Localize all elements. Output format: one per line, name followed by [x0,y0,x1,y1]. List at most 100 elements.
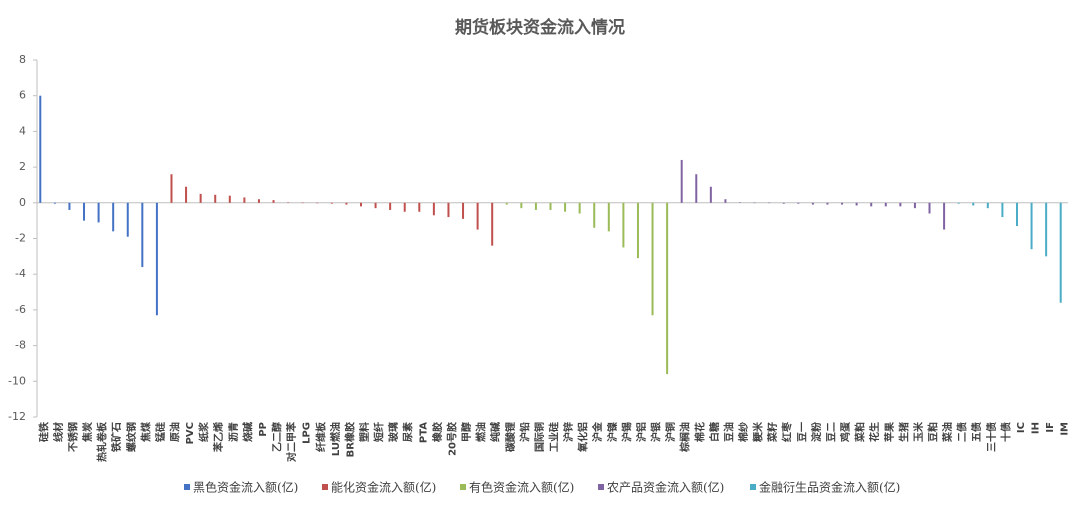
x-tick-label: 沪金 [591,421,604,442]
bar [768,202,771,204]
x-tick-label: PP [258,422,269,437]
x-tick-label: 棉花 [693,422,706,442]
bar [855,202,858,206]
bar [170,174,173,203]
bar [739,202,742,203]
x-tick-label: 淀粉 [810,422,823,442]
legend-label: 能化资金流入额(亿) [331,480,436,495]
x-tick-label: PVC [185,422,196,444]
bar [884,202,887,207]
bar [374,202,377,209]
y-tick-label: 4 [19,124,26,137]
x-tick-label: 烧碱 [241,422,254,442]
bar [228,195,231,203]
bar [811,202,814,205]
bar [1015,202,1018,227]
x-tick-label: 苯乙烯 [212,422,225,453]
bar [257,199,260,203]
bar [1001,202,1004,218]
bar [68,202,71,210]
x-tick-label: 三十债 [985,422,998,452]
y-tick-label: 6 [19,89,26,102]
bar [462,202,465,219]
x-tick-label: 热轧卷板 [96,421,109,462]
legend-marker [184,484,190,490]
bar [112,202,115,232]
x-tick-label: 沪铜 [664,422,677,442]
bar [185,186,188,203]
bar [83,202,86,221]
x-tick-label: 燃油 [475,422,488,442]
chart-title: 期货板块资金流入情况 [455,17,625,38]
x-tick-label: 短纤 [373,422,386,442]
bar [782,202,785,204]
bar [520,202,523,209]
x-tick-label: 碳酸锂 [504,422,517,452]
legend-marker [460,484,466,490]
legend-marker [598,484,604,490]
x-tick-label: 花生 [868,422,881,442]
x-tick-label: 不锈钢 [66,422,79,452]
y-tick-label: -6 [15,303,26,316]
bar [199,193,202,203]
y-tick-label: -8 [15,339,26,352]
x-tick-label: 粳米 [752,421,765,443]
legend-label: 有色资金流入额(亿) [469,480,574,495]
y-tick-label: -12 [8,410,26,423]
x-tick-label: 十债 [999,422,1012,442]
x-tick-label: 沪锡 [620,422,633,442]
x-tick-label: 沪锌 [562,422,575,442]
bar [243,197,246,203]
x-tick-label: IM [1060,422,1071,436]
legend-marker [322,484,328,490]
x-tick-label: 棉纱 [737,422,750,442]
x-tick-label: 锰硅 [154,422,167,442]
x-tick-label: 豆粕 [927,422,940,442]
bar [753,202,756,204]
x-tick-label: IC [1016,422,1027,433]
bar [476,202,479,230]
bar [724,199,727,203]
bar [389,202,392,210]
x-tick-label: 菜籽 [766,422,779,443]
bar [141,202,144,268]
bar [607,202,610,232]
legend-label: 黑色资金流入额(亿) [193,480,298,495]
y-tick-label: -4 [15,267,26,280]
bar [53,202,56,204]
y-tick-label: 0 [19,196,26,209]
bar [155,202,158,316]
x-tick-label: 工业硅 [548,422,561,452]
x-tick-label: 豆二 [825,422,837,442]
bar [126,202,129,237]
x-tick-label: 纤维板 [314,421,327,452]
bar [666,202,669,375]
x-tick-label: IH [1031,422,1042,434]
bar [491,202,494,246]
x-tick-label: 纸浆 [198,421,211,442]
x-tick-label: 五债 [970,422,983,442]
bar [316,202,319,204]
x-tick-label: 硅铁 [37,422,50,442]
x-tick-label: 沪镍 [606,422,619,442]
bar [214,194,217,203]
x-tick-label: 20号胶 [445,422,458,456]
y-tick-label: 8 [19,53,26,66]
bar [534,202,537,210]
x-tick-label: 玉米 [912,421,925,442]
x-tick-label: LPG [302,422,313,444]
x-tick-label: 原油 [168,422,181,442]
legend-marker [750,484,756,490]
bar [330,202,333,204]
bar [97,202,100,223]
bar [826,202,829,205]
x-tick-label: 白糖 [708,422,721,442]
bar [870,202,873,207]
x-tick-label: 对二甲苯 [285,421,298,462]
bar [797,202,800,204]
x-tick-label: BR橡胶 [343,422,356,457]
bar [578,202,581,214]
bar [549,202,552,210]
x-tick-label: 玻璃 [387,422,400,442]
bar [287,202,290,203]
